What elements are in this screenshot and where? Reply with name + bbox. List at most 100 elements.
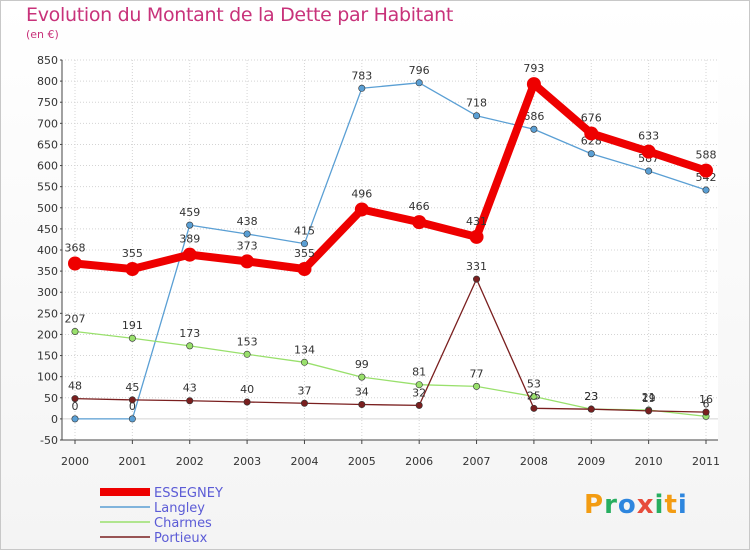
data-point-essegney — [699, 163, 713, 178]
chart-title: Evolution du Montant de la Dette par Hab… — [26, 4, 454, 26]
x-tick-label: 2000 — [61, 455, 89, 468]
data-point-portieux — [530, 404, 538, 412]
data-point-charmes — [128, 334, 136, 342]
data-label-portieux: 25 — [527, 389, 541, 402]
data-point-portieux — [473, 275, 481, 283]
data-point-portieux — [358, 401, 366, 409]
data-point-essegney — [469, 229, 484, 244]
data-point-portieux — [645, 407, 653, 415]
data-label-charmes: 23 — [584, 390, 598, 403]
y-tick-label: 650 — [37, 138, 58, 151]
data-point-charmes — [71, 327, 79, 335]
y-tick-label: 150 — [37, 350, 58, 363]
data-point-essegney — [412, 215, 427, 230]
data-point-portieux — [300, 399, 308, 407]
data-point-portieux — [128, 396, 136, 404]
x-tick-label: 2006 — [405, 455, 433, 468]
data-point-langley — [702, 186, 710, 194]
unit-label: (en €) — [26, 28, 59, 41]
data-point-langley — [415, 79, 423, 87]
data-label-charmes: 173 — [179, 327, 200, 340]
data-label-langley: 796 — [409, 64, 430, 77]
data-label-langley: 415 — [294, 225, 315, 238]
data-point-essegney — [354, 202, 369, 217]
data-point-langley — [473, 112, 481, 120]
data-label-portieux: 43 — [183, 382, 197, 395]
data-point-portieux — [415, 401, 423, 409]
data-point-langley — [530, 125, 538, 133]
logo-letter: i — [677, 490, 688, 520]
x-tick-label: 2011 — [692, 455, 720, 468]
data-point-portieux — [243, 398, 251, 406]
data-label-essegney: 793 — [523, 62, 544, 75]
data-point-portieux — [71, 395, 79, 403]
data-point-charmes — [300, 358, 308, 366]
logo-letter: P — [584, 490, 605, 520]
y-tick-label: 600 — [37, 160, 58, 173]
x-tick-label: 2005 — [348, 455, 376, 468]
x-tick-label: 2001 — [118, 455, 146, 468]
data-point-charmes — [530, 393, 538, 401]
data-label-portieux: 19 — [642, 392, 656, 405]
data-label-portieux: 23 — [584, 390, 598, 403]
data-label-charmes: 153 — [237, 335, 258, 348]
data-label-langley: 459 — [179, 206, 200, 219]
legend-label-langley: Langley — [154, 501, 205, 516]
data-point-langley — [587, 150, 595, 158]
data-label-portieux: 48 — [68, 380, 82, 393]
x-tick-label: 2004 — [290, 455, 318, 468]
data-label-langley: 783 — [351, 69, 372, 82]
data-label-langley: 438 — [237, 215, 258, 228]
y-tick-label: 200 — [37, 328, 58, 341]
data-label-essegney: 355 — [122, 247, 143, 260]
legend-label-charmes: Charmes — [154, 516, 212, 531]
data-point-langley — [128, 415, 136, 423]
data-point-essegney — [68, 256, 82, 271]
data-label-portieux: 331 — [466, 260, 487, 273]
x-tick-label: 2009 — [577, 455, 605, 468]
data-point-charmes — [243, 350, 251, 358]
logo-letter: t — [664, 490, 678, 520]
y-tick-label: 750 — [37, 96, 58, 109]
data-point-essegney — [182, 247, 197, 262]
x-tick-label: 2002 — [176, 455, 204, 468]
data-label-langley: 718 — [466, 97, 487, 110]
data-label-essegney: 633 — [638, 130, 659, 143]
data-label-portieux: 34 — [355, 386, 369, 399]
y-tick-label: 250 — [37, 307, 58, 320]
data-label-essegney: 368 — [65, 242, 86, 255]
data-point-langley — [645, 167, 653, 175]
data-point-essegney — [526, 77, 541, 92]
data-label-langley: 0 — [72, 400, 79, 413]
logo-letter: r — [604, 490, 618, 520]
data-label-essegney: 373 — [237, 239, 258, 252]
data-label-charmes: 77 — [470, 367, 484, 380]
data-point-charmes — [358, 373, 366, 381]
data-label-essegney: 588 — [696, 149, 717, 162]
series-line-essegney — [74, 80, 708, 273]
data-label-charmes: 99 — [355, 358, 369, 371]
data-label-portieux: 45 — [125, 381, 139, 394]
data-point-charmes — [473, 382, 481, 390]
data-label-charmes: 191 — [122, 319, 143, 332]
plot-area — [62, 60, 718, 440]
data-label-essegney: 355 — [294, 247, 315, 260]
data-label-charmes: 207 — [65, 312, 86, 325]
data-label-charmes: 6 — [703, 397, 710, 410]
data-point-langley — [358, 84, 366, 92]
data-label-langley: 686 — [523, 110, 544, 123]
data-point-essegney — [125, 262, 140, 276]
x-tick-label: 2003 — [233, 455, 261, 468]
y-tick-label: 800 — [37, 75, 58, 88]
y-tick-label: 550 — [37, 181, 58, 194]
y-tick-label: 0 — [51, 413, 58, 426]
data-label-portieux: 37 — [297, 384, 311, 397]
data-point-langley — [71, 415, 79, 423]
data-point-langley — [186, 221, 194, 229]
data-point-portieux — [186, 397, 194, 405]
data-label-portieux: 32 — [412, 386, 426, 399]
logo-letter: i — [654, 490, 665, 520]
data-point-essegney — [297, 262, 312, 276]
data-label-portieux: 40 — [240, 383, 254, 396]
